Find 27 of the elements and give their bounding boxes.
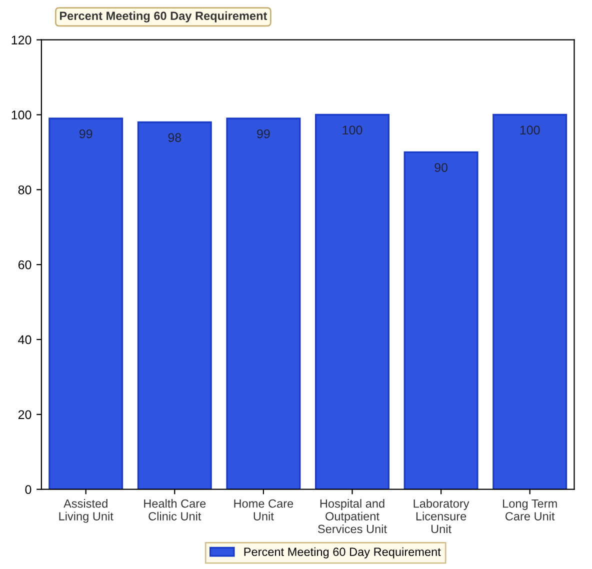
data-label: 90 — [434, 163, 448, 172]
y-tick-label: 0 — [25, 485, 32, 494]
x-tick-label: Laboratory Licensure Unit — [414, 499, 470, 534]
chart-title: Percent Meeting 60 Day Requirement — [60, 11, 268, 22]
x-tick-label: Long Term Care Unit — [503, 499, 557, 520]
y-tick-label: 120 — [12, 36, 32, 44]
bar — [492, 114, 568, 490]
data-label: 99 — [79, 129, 92, 138]
bar — [314, 114, 390, 490]
y-tick-label: 60 — [18, 260, 32, 270]
y-tick-label: 40 — [18, 335, 32, 344]
x-tick-label: Hospital and Outpatient Services Unit — [318, 499, 387, 534]
y-tick-label: 20 — [18, 410, 32, 420]
bar — [137, 121, 212, 490]
y-tick-label: 80 — [18, 185, 32, 194]
bar — [404, 151, 478, 490]
data-label: 99 — [257, 129, 270, 138]
legend-label: Percent Meeting 60 Day Requirement — [244, 547, 441, 558]
data-label: 100 — [520, 126, 540, 134]
bar — [226, 118, 301, 490]
data-label: 98 — [168, 133, 182, 142]
x-tick-label: Assisted Living Unit — [59, 499, 114, 523]
x-tick-label: Home Care Unit — [234, 499, 294, 520]
y-tick-label: 100 — [12, 110, 32, 120]
data-label: 100 — [342, 126, 362, 134]
bar — [48, 118, 124, 490]
x-tick-label: Health Care Clinic Unit — [144, 499, 206, 520]
